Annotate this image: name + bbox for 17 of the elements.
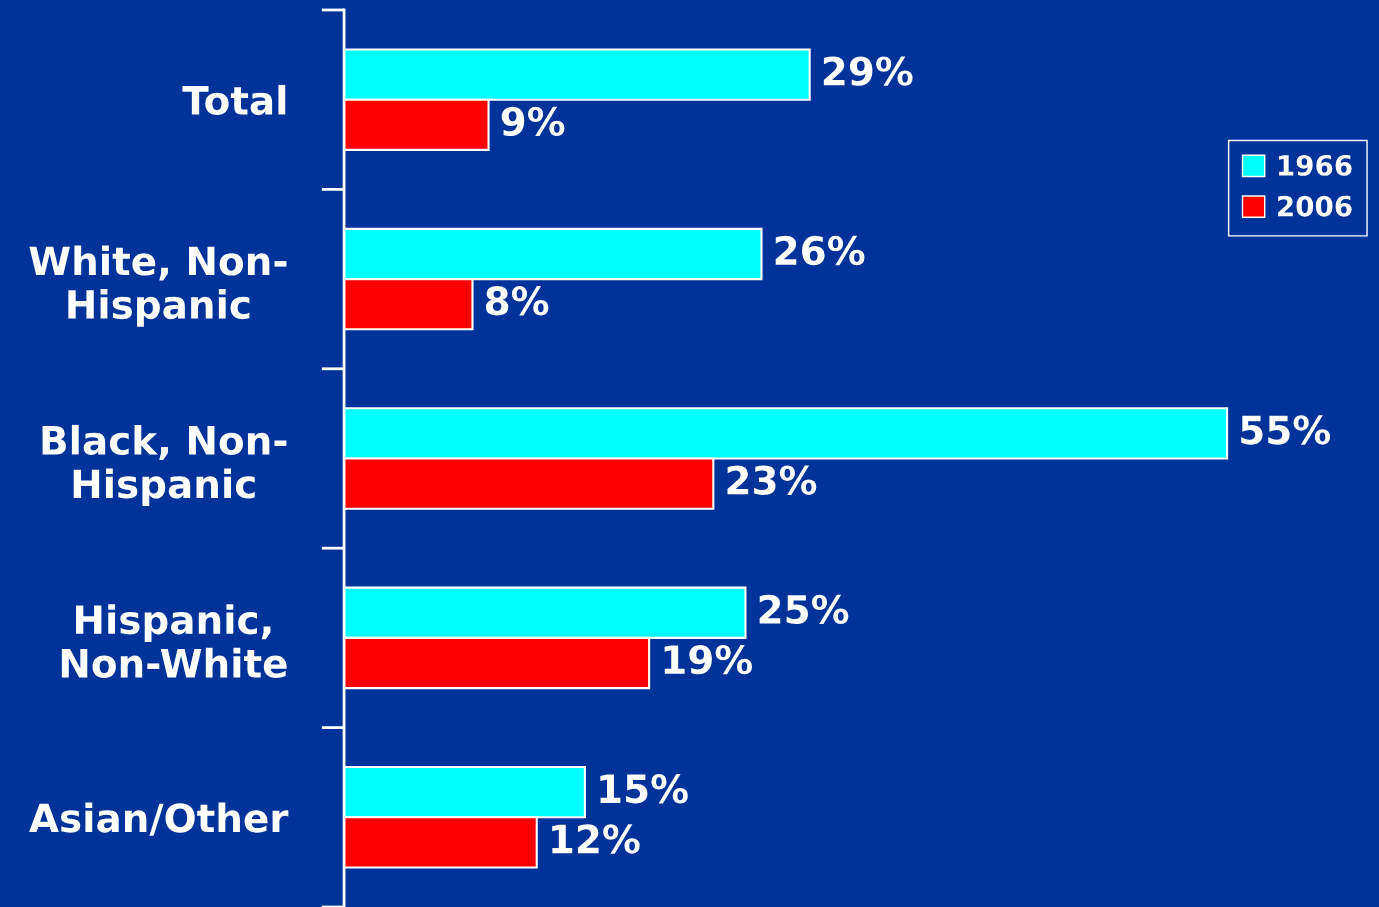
y-tick-label: White, Non- Hispanic <box>29 245 287 327</box>
data-label: 29% <box>823 56 913 86</box>
data-label: 9% <box>501 106 565 137</box>
y-tick-label: Hispanic, Non-White <box>61 604 287 678</box>
data-label: 8% <box>485 286 549 316</box>
y-tick-label: Asian/Other <box>29 802 289 836</box>
data-label: 26% <box>775 235 865 266</box>
legend-label: 2006 <box>1278 195 1352 217</box>
data-label: 19% <box>664 644 753 675</box>
data-label: 23% <box>727 465 817 495</box>
data-label: 15% <box>600 774 688 804</box>
y-tick-label: Black, Non- Hispanic <box>42 424 287 507</box>
legend-label: 1966 <box>1278 154 1352 176</box>
data-label: 55% <box>1241 415 1331 445</box>
y-tick-label: Total <box>182 84 286 116</box>
data-label: 25% <box>759 594 849 625</box>
data-label: 12% <box>552 824 640 854</box>
